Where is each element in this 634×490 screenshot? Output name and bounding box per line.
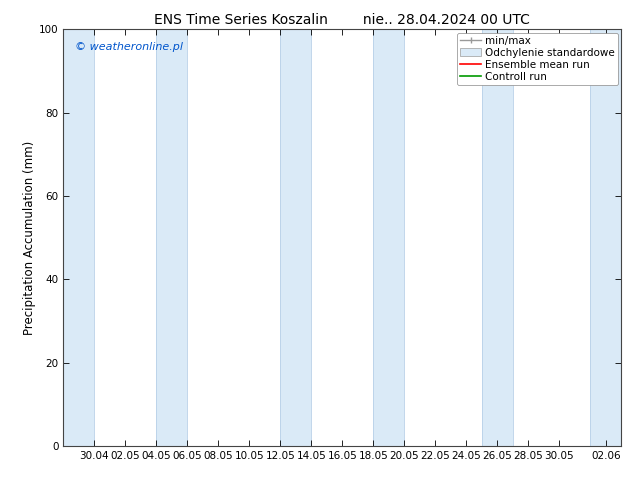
- Bar: [590, 29, 621, 446]
- Bar: [373, 29, 404, 446]
- Title: ENS Time Series Koszalin        nie.. 28.04.2024 00 UTC: ENS Time Series Koszalin nie.. 28.04.202…: [155, 13, 530, 27]
- Bar: [482, 29, 513, 446]
- Bar: [157, 29, 188, 446]
- Bar: [63, 29, 94, 446]
- Y-axis label: Precipitation Accumulation (mm): Precipitation Accumulation (mm): [23, 141, 36, 335]
- Bar: [280, 29, 311, 446]
- Text: © weatheronline.pl: © weatheronline.pl: [75, 42, 183, 52]
- Legend: min/max, Odchylenie standardowe, Ensemble mean run, Controll run: min/max, Odchylenie standardowe, Ensembl…: [457, 32, 618, 85]
